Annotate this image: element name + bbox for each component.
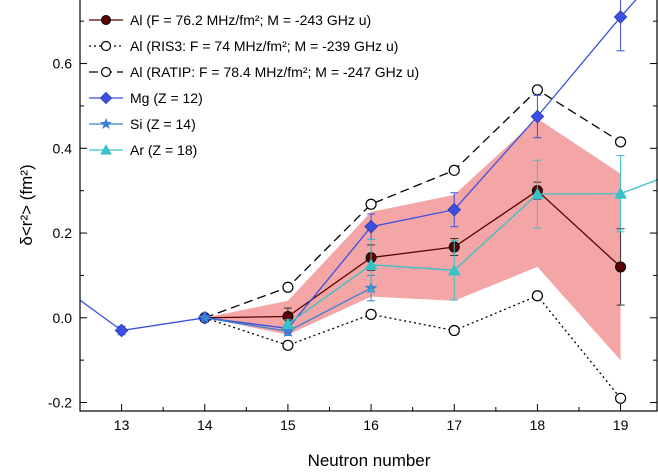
data-point — [114, 323, 129, 338]
x-tick-label: 19 — [613, 417, 629, 433]
x-tick-label: 17 — [446, 417, 462, 433]
x-tick-label: 16 — [363, 417, 379, 433]
legend-marker — [100, 144, 112, 155]
legend-label: Ar (Z = 18) — [130, 142, 197, 158]
y-tick-label: 0.2 — [53, 225, 73, 241]
x-tick-label: 18 — [530, 417, 546, 433]
data-point — [614, 187, 628, 199]
data-point — [198, 310, 212, 324]
data-point — [365, 198, 377, 210]
data-point — [613, 10, 628, 24]
series-line — [204, 88, 621, 319]
x-tick-label: 15 — [280, 417, 296, 433]
legend-entry-al-ratip-f-78-4-mhz-fm-m-247-ghz-u: Al (RATIP: F = 78.4 MHz/fm²; M = -247 GH… — [89, 64, 419, 80]
data-point — [282, 281, 294, 293]
x-tick-label: 13 — [114, 417, 130, 433]
legend: Al (F = 76.2 MHz/fm²; M = -243 GHz u) Al … — [89, 12, 419, 158]
legend-label: Mg (Z = 12) — [130, 90, 203, 106]
legend-entry-si-z-14: Si (Z = 14) — [89, 116, 196, 132]
data-point — [531, 84, 544, 96]
legend-entry-al-ris3-f-74-mhz-fm-m-239-ghz-u: Al (RIS3: F = 74 MHz/fm²; M = -239 GHz u… — [89, 38, 398, 54]
data-point — [447, 263, 461, 276]
legend-entry-ar-z-18: Ar (Z = 18) — [89, 142, 197, 158]
series-line — [204, 189, 622, 319]
series-ar-z-18 — [281, 155, 658, 330]
legend-marker — [100, 66, 112, 78]
y-tick-label: -0.2 — [48, 395, 72, 411]
series-line — [287, 178, 658, 325]
data-point — [614, 136, 627, 148]
y-tick-label: 0.4 — [53, 140, 73, 156]
uncertainty-band — [204, 118, 621, 361]
legend-marker — [101, 15, 111, 25]
data-point — [364, 219, 378, 234]
data-point — [281, 317, 295, 330]
x-axis-title: Neutron number — [308, 451, 431, 470]
legend-marker — [99, 91, 113, 105]
legend-label: Al (F = 76.2 MHz/fm²; M = -243 GHz u) — [130, 12, 371, 28]
data-point — [530, 187, 544, 200]
data-point — [615, 261, 627, 273]
legend-label: Al (RATIP: F = 78.4 MHz/fm²; M = -247 GH… — [130, 64, 419, 80]
legend-entry-mg-z-12: Mg (Z = 12) — [89, 90, 203, 106]
plot-frame — [79, 0, 658, 412]
y-tick-label: 0.0 — [53, 310, 73, 326]
y-axis-title: δ<r²> (fm²) — [17, 164, 36, 245]
data-point — [530, 109, 545, 124]
legend-marker — [100, 40, 112, 52]
data-point — [614, 392, 627, 404]
y-tick-label: 0.6 — [53, 56, 73, 72]
data-point — [447, 202, 462, 217]
data-point — [448, 324, 460, 337]
x-tick-label: 14 — [197, 417, 213, 433]
data-point — [364, 258, 378, 270]
legend-marker — [99, 117, 113, 130]
legend-entry-al-f-76-2-mhz-fm-m-243-ghz-u: Al (F = 76.2 MHz/fm²; M = -243 GHz u) — [89, 12, 371, 28]
data-point — [365, 308, 377, 320]
series-al-ris3-f-74-mhz-fm-m-239-ghz-u — [199, 290, 627, 404]
legend-label: Si (Z = 14) — [130, 116, 196, 132]
legend-label: Al (RIS3: F = 74 MHz/fm²; M = -239 GHz u… — [130, 38, 398, 54]
data-point — [531, 290, 544, 302]
series-al-ratip-f-78-4-mhz-fm-m-247-ghz-u — [199, 84, 627, 324]
data-point — [281, 324, 295, 338]
data-point — [282, 339, 294, 351]
data-point — [448, 164, 460, 176]
